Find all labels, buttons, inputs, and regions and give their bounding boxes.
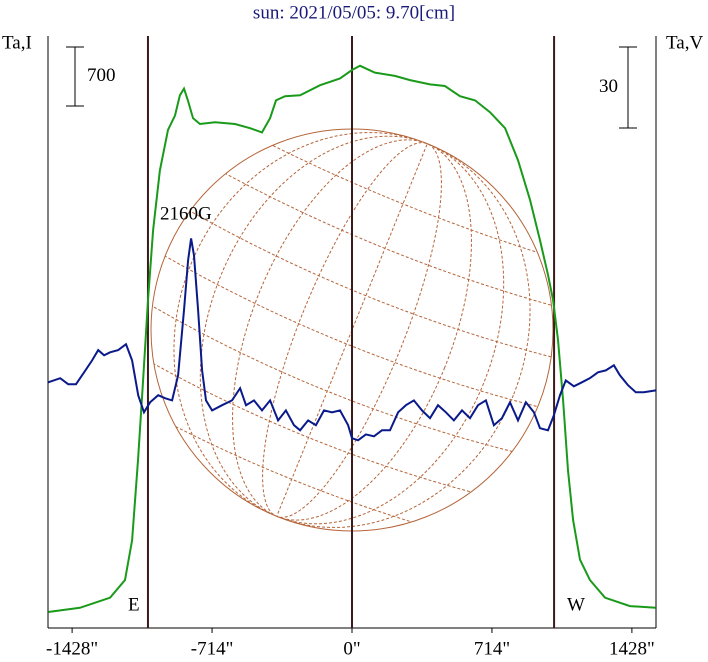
limb-label: E: [128, 594, 140, 615]
limb-label: W: [567, 594, 585, 615]
meridian: [173, 132, 531, 528]
x-tick-label: 714": [474, 638, 510, 659]
parallel: [100, 112, 605, 546]
scale-bar-label: 700: [87, 65, 116, 86]
series-line: [48, 64, 656, 613]
chart-title: sun: 2021/05/05: 9.70[cm]: [253, 2, 455, 23]
y-axis-label: Ta,I: [2, 32, 32, 53]
x-tick-label: -1428": [46, 638, 98, 659]
x-tick-label: 1428": [609, 638, 655, 659]
annotation: 2160G: [160, 203, 212, 224]
series-line: [47, 238, 656, 442]
scale-bar-label: 30: [599, 76, 618, 97]
x-tick-label: 0": [343, 638, 360, 659]
x-tick-label: -714": [191, 638, 234, 659]
y2-axis-label: Ta,V: [666, 32, 703, 53]
